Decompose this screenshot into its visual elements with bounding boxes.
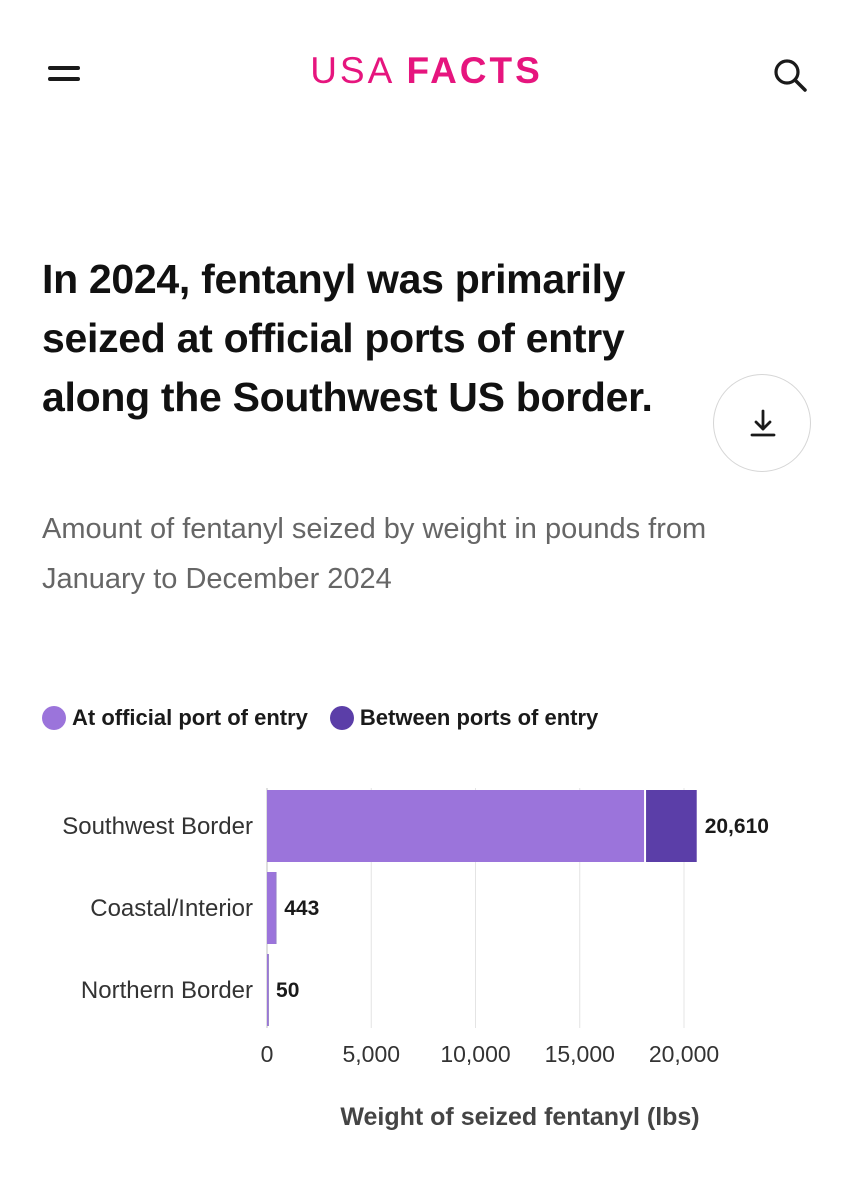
chart-legend: At official port of entry Between ports … <box>42 703 620 733</box>
download-icon <box>750 409 776 437</box>
bar-coastal-interior-series-2 <box>275 872 277 944</box>
usafacts-logo[interactable]: USA FACTS <box>310 50 543 91</box>
legend-label-between-ports: Between ports of entry <box>359 705 599 730</box>
x-tick-label-15000: 15,000 <box>545 1041 615 1067</box>
data-label-coastal-interior: 443 <box>284 897 319 920</box>
bar-northern-border-series-1 <box>267 954 269 1026</box>
legend-swatch-between-ports <box>329 706 354 730</box>
x-axis-title: Weight of seized fentanyl (lbs) <box>340 1103 700 1131</box>
x-tick-label-0: 0 <box>261 1041 274 1067</box>
legend-label-official-port: At official port of entry <box>72 705 308 730</box>
category-label-coastal-interior: Coastal/Interior <box>90 895 253 922</box>
bar-southwest-border-series-1 <box>267 790 645 862</box>
download-button[interactable] <box>713 374 811 472</box>
x-tick-label-5000: 5,000 <box>342 1041 400 1067</box>
category-label-northern-border: Northern Border <box>81 977 253 1004</box>
x-tick-label-10000: 10,000 <box>440 1041 510 1067</box>
chart-title: In 2024, fentanyl was primarily seized a… <box>42 256 653 420</box>
bar-northern-border-series-2 <box>268 954 269 1026</box>
chart-subtitle: Amount of fentanyl seized by weight in p… <box>42 513 707 595</box>
category-label-southwest-border: Southwest Border <box>62 813 253 840</box>
bar-coastal-interior-series-1 <box>267 872 276 944</box>
hamburger-menu-icon[interactable] <box>46 62 82 84</box>
search-icon[interactable] <box>770 55 810 95</box>
legend-item-official-port[interactable]: At official port of entry <box>42 705 308 731</box>
data-label-southwest-border: 20,610 <box>705 815 769 838</box>
bar-chart: Southwest Border 20,610 Coastal/Interior 44… <box>62 788 769 1067</box>
legend-swatch-official-port <box>42 706 66 730</box>
legend-item-between-ports[interactable]: Between ports of entry <box>329 705 599 731</box>
data-label-northern-border: 50 <box>276 979 299 1002</box>
bar-southwest-border-series-2 <box>646 790 697 862</box>
x-tick-label-20000: 20,000 <box>649 1041 719 1067</box>
